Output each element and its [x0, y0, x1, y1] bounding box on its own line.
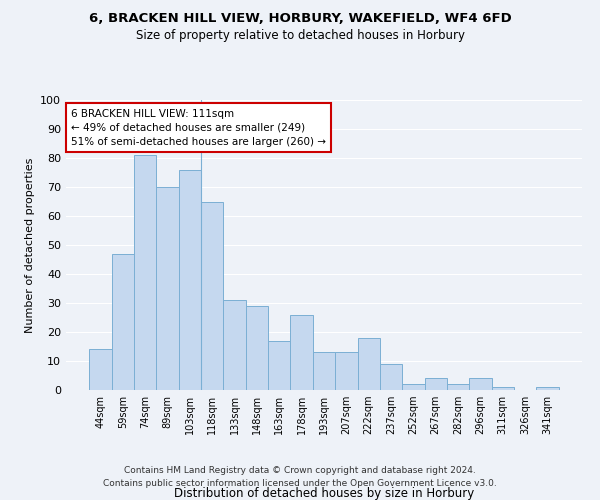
Text: 6, BRACKEN HILL VIEW, HORBURY, WAKEFIELD, WF4 6FD: 6, BRACKEN HILL VIEW, HORBURY, WAKEFIELD…	[89, 12, 511, 26]
Bar	[402, 384, 425, 390]
Bar	[380, 364, 402, 390]
Text: Contains HM Land Registry data © Crown copyright and database right 2024.
Contai: Contains HM Land Registry data © Crown c…	[103, 466, 497, 487]
X-axis label: Distribution of detached houses by size in Horbury: Distribution of detached houses by size …	[174, 487, 474, 500]
Bar	[134, 155, 157, 390]
Bar	[447, 384, 469, 390]
Bar	[469, 378, 491, 390]
Bar	[313, 352, 335, 390]
Bar	[157, 187, 179, 390]
Y-axis label: Number of detached properties: Number of detached properties	[25, 158, 35, 332]
Bar	[246, 306, 268, 390]
Bar	[223, 300, 246, 390]
Bar	[335, 352, 358, 390]
Bar	[491, 387, 514, 390]
Bar	[268, 340, 290, 390]
Bar	[112, 254, 134, 390]
Text: Size of property relative to detached houses in Horbury: Size of property relative to detached ho…	[136, 29, 464, 42]
Bar	[358, 338, 380, 390]
Bar	[425, 378, 447, 390]
Bar	[89, 350, 112, 390]
Bar	[290, 314, 313, 390]
Bar	[179, 170, 201, 390]
Bar	[536, 387, 559, 390]
Bar	[201, 202, 223, 390]
Text: 6 BRACKEN HILL VIEW: 111sqm
← 49% of detached houses are smaller (249)
51% of se: 6 BRACKEN HILL VIEW: 111sqm ← 49% of det…	[71, 108, 326, 146]
